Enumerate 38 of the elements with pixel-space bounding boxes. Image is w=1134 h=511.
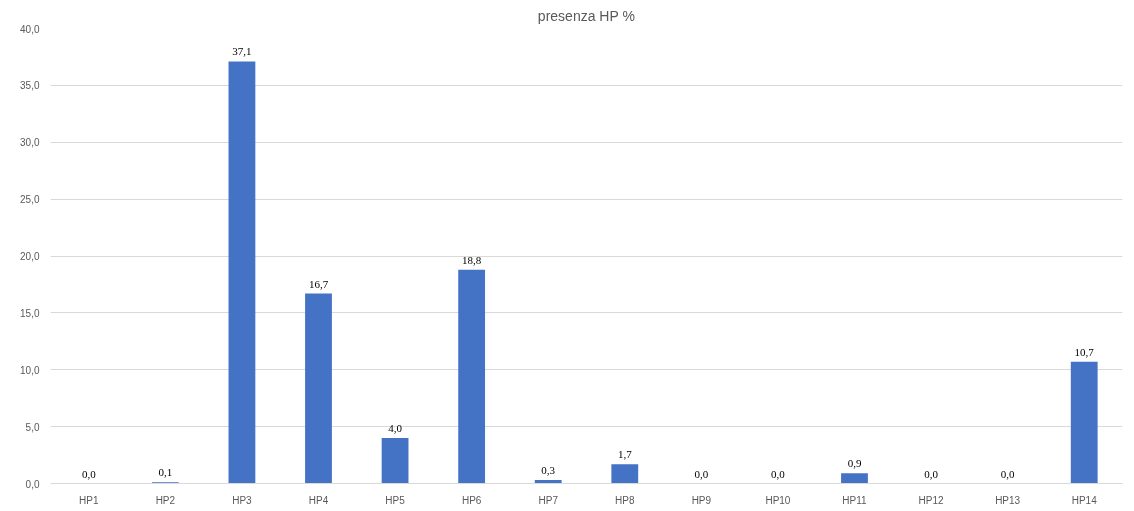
x-tick-label: HP6 [461,494,482,506]
x-tick-label: HP3 [232,494,253,506]
chart-title: presenza HP % [537,7,635,24]
data-label: 0,0 [924,467,939,480]
data-label: 10,7 [1074,345,1095,358]
y-tick-label: 5,0 [25,421,40,433]
y-tick-label: 0,0 [25,478,40,490]
data-label: 0,9 [847,457,862,470]
x-tick-label: HP11 [842,494,868,506]
x-tick-label: HP9 [691,494,712,506]
x-tick-label: HP10 [765,494,791,506]
y-tick-label: 30,0 [20,137,40,149]
x-tick-label: HP13 [995,494,1021,506]
y-tick-label: 35,0 [20,80,40,92]
data-label: 0,0 [771,467,786,480]
y-tick-label: 20,0 [20,251,40,262]
x-tick-label: HP14 [1071,494,1098,506]
x-tick-label: HP8 [615,494,635,506]
data-label: 0,3 [541,464,556,477]
data-label: 37,1 [232,45,252,58]
x-tick-label: HP5 [385,494,406,506]
y-tick-label: 10,0 [20,364,40,376]
y-tick-label: 15,0 [20,307,40,319]
data-label: 16,7 [308,277,329,290]
x-tick-label: HP4 [308,494,329,506]
data-label: 0,0 [1000,467,1016,480]
data-label: 1,7 [617,448,633,461]
data-label: 0,0 [694,467,709,480]
x-tick-label: HP2 [155,494,176,506]
y-tick-label: 40,0 [20,23,40,35]
x-tick-label: HP1 [79,494,99,506]
y-tick-label: 25,0 [20,194,40,206]
data-label: 4,0 [388,422,403,434]
data-label: 18,8 [462,253,482,266]
x-tick-label: HP7 [538,494,559,506]
x-tick-label: HP12 [918,494,945,506]
data-label: 0,0 [81,467,97,480]
data-label: 0,1 [158,466,173,479]
